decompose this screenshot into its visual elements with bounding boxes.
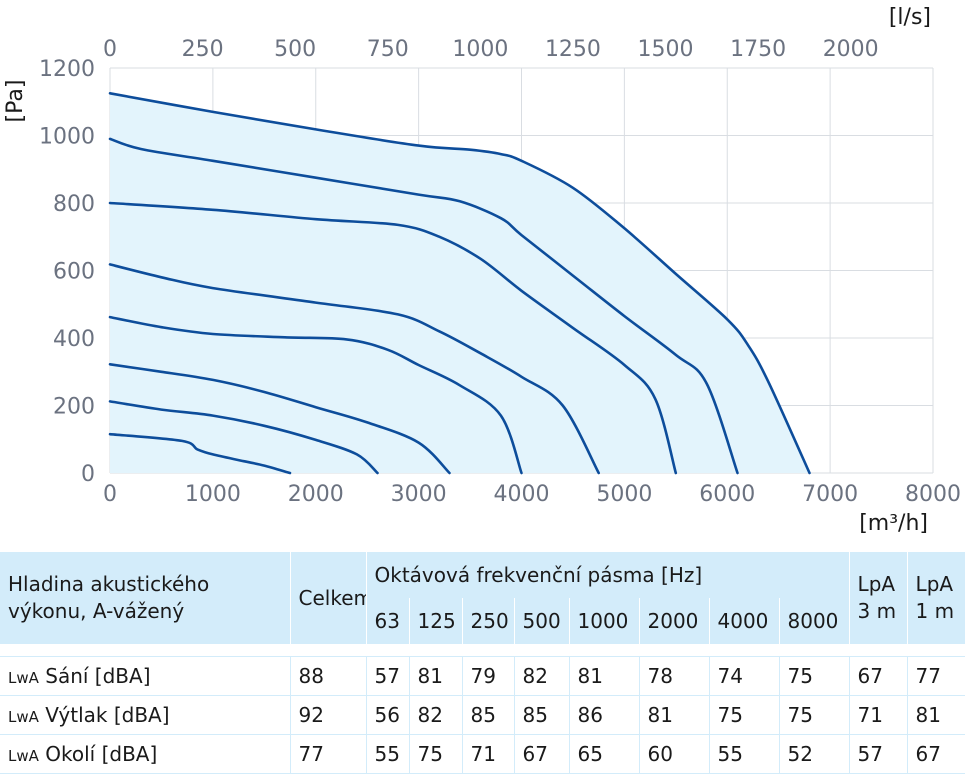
header-lpa-1m: LpA 1 m: [906, 552, 965, 644]
y-tick-label: 1000: [39, 125, 95, 150]
y-tick-label: 800: [53, 192, 95, 217]
cell-band: 82: [513, 656, 569, 696]
x-bottom-tick-label: 5000: [596, 482, 652, 507]
y-tick-label: 600: [53, 260, 95, 285]
cell-band: 67: [513, 734, 569, 774]
performance-curve: [108, 92, 811, 475]
row-label-text: Okolí [dBA]: [45, 742, 158, 766]
axis-tick-labels: 0 1000 2000 3000 4000 5000 6000 7000 80000200400…: [39, 37, 961, 507]
header-band: 1000: [568, 598, 639, 644]
cell-band: 75: [708, 695, 779, 735]
cell-band: 65: [568, 734, 639, 774]
x-bottom-tick-label: 6000: [699, 482, 755, 507]
row-label-text: Sání [dBA]: [45, 664, 151, 688]
y-tick-label: 400: [53, 327, 95, 352]
cell-band: 86: [568, 695, 639, 735]
cell-lpa-1m: 81: [906, 695, 965, 735]
row-prefix: LwA: [8, 669, 39, 687]
row-label: LwA Sání [dBA]: [0, 656, 290, 696]
header-band: 250: [461, 598, 514, 644]
table-row: LwA Okolí [dBA] 77 55 75 71 67 65 60 55 52 57 67: [0, 734, 965, 774]
cell-band: 75: [408, 734, 462, 774]
fan-performance-chart: 0 1000 2000 3000 4000 5000 6000 7000 80000200400…: [3, 5, 961, 536]
performance-curve: [108, 363, 451, 475]
table-row: LwA Sání [dBA] 88 57 81 79 82 81 78 74 75 67 77: [0, 656, 965, 696]
cell-band: 55: [708, 734, 779, 774]
cell-band: 52: [778, 734, 850, 774]
cell-lpa-3m: 71: [848, 695, 908, 735]
cell-band: 75: [778, 656, 850, 696]
x-bottom-tick-label: 3000: [391, 482, 447, 507]
x-bottom-tick-label: 8000: [905, 482, 961, 507]
header-band: 8000: [778, 598, 850, 644]
header-band: 4000: [708, 598, 779, 644]
x-top-tick-label: 0: [103, 37, 117, 62]
operating-area: [110, 93, 810, 474]
performance-curve: [108, 137, 739, 475]
cell-band: 60: [638, 734, 709, 774]
row-label: LwA Výtlak [dBA]: [0, 695, 290, 735]
x-top-tick-label: 2000: [823, 37, 879, 62]
row-prefix: LwA: [8, 747, 39, 765]
performance-curve: [108, 201, 678, 475]
cell-total: 88: [289, 656, 366, 696]
x-bottom-tick-label: 0: [103, 482, 117, 507]
cell-band: 55: [365, 734, 409, 774]
cell-total: 92: [289, 695, 366, 735]
performance-curve: [108, 432, 292, 475]
cell-band: 71: [461, 734, 514, 774]
x-bottom-tick-label: 7000: [802, 482, 858, 507]
x-top-tick-label: 1750: [730, 37, 786, 62]
table-row: LwA Výtlak [dBA] 92 56 82 85 85 86 81 75 75 71 81: [0, 695, 965, 735]
header-bands-title: Oktávová frekvenční pásma [Hz]: [365, 552, 850, 598]
cell-band: 57: [365, 656, 409, 696]
acoustic-power-table: Hladina akustického výkonu, A-vážený Cel…: [0, 552, 965, 774]
header-band: 125: [408, 598, 462, 644]
x-top-tick-label: 1000: [452, 37, 508, 62]
cell-band: 81: [568, 656, 639, 696]
y-tick-label: 200: [53, 395, 95, 420]
x-top-tick-label: 1500: [638, 37, 694, 62]
performance-curve: [108, 263, 600, 475]
x-bottom-tick-label: 1000: [185, 482, 241, 507]
cell-band: 85: [461, 695, 514, 735]
cell-lpa-3m: 67: [848, 656, 908, 696]
header-row-label: Hladina akustického výkonu, A-vážený: [0, 552, 290, 644]
header-band: 2000: [638, 598, 709, 644]
x-top-tick-label: 500: [274, 37, 316, 62]
cell-lpa-1m: 67: [906, 734, 965, 774]
y-tick-label: 1200: [39, 57, 95, 82]
x-bottom-tick-label: 4000: [494, 482, 550, 507]
cell-band: 81: [638, 695, 709, 735]
cell-band: 85: [513, 695, 569, 735]
x-top-tick-label: 750: [367, 37, 409, 62]
cell-band: 78: [638, 656, 709, 696]
header-band: 63: [365, 598, 409, 644]
y-axis-label: [Pa]: [3, 80, 28, 123]
header-band: 500: [513, 598, 569, 644]
performance-curve: [108, 400, 379, 475]
row-prefix: LwA: [8, 708, 39, 726]
header-lpa-3m: LpA 3 m: [848, 552, 908, 644]
cell-band: 75: [778, 695, 850, 735]
performance-curves: [108, 92, 811, 475]
cell-band: 82: [408, 695, 462, 735]
cell-band: 74: [708, 656, 779, 696]
x-bottom-axis-label: [m³/h]: [859, 511, 928, 536]
cell-band: 56: [365, 695, 409, 735]
x-bottom-tick-label: 2000: [288, 482, 344, 507]
cell-band: 79: [461, 656, 514, 696]
performance-curve: [108, 315, 523, 475]
cell-lpa-3m: 57: [848, 734, 908, 774]
cell-total: 77: [289, 734, 366, 774]
header-total: Celkem: [289, 552, 366, 644]
y-tick-label: 0: [81, 462, 95, 487]
x-top-tick-label: 250: [182, 37, 224, 62]
row-label: LwA Okolí [dBA]: [0, 734, 290, 774]
cell-band: 81: [408, 656, 462, 696]
cell-lpa-1m: 77: [906, 656, 965, 696]
row-label-text: Výtlak [dBA]: [45, 703, 170, 727]
x-top-axis-label: [l/s]: [889, 5, 931, 30]
x-top-tick-label: 1250: [545, 37, 601, 62]
